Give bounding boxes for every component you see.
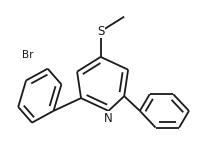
Text: N: N	[104, 112, 113, 125]
Text: Br: Br	[22, 50, 34, 60]
Text: S: S	[97, 24, 104, 38]
